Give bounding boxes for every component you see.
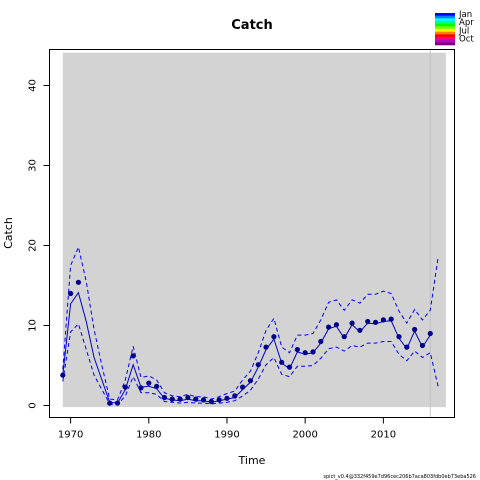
observed-catch-point: [286, 364, 293, 370]
legend-color-swatch: [435, 34, 455, 38]
observed-catch-point: [427, 330, 433, 337]
observed-catch-point: [138, 385, 144, 391]
y-tick-label: 40: [28, 79, 39, 92]
y-tick-label: 10: [28, 319, 39, 332]
observed-catch-point: [310, 349, 316, 355]
observed-catch-point: [200, 397, 207, 403]
observed-catch-point: [240, 384, 246, 390]
y-tick-label: 20: [28, 239, 39, 252]
observed-catch-point: [75, 279, 82, 285]
legend-color-swatch: [435, 37, 455, 40]
x-tick-label: 2000: [292, 430, 317, 441]
legend-color-swatch: [435, 15, 455, 19]
observed-catch-point: [294, 346, 300, 353]
legend-color-swatch: [435, 23, 455, 27]
observed-catch-point: [247, 378, 254, 384]
observed-catch-point: [114, 400, 121, 406]
y-axis: 0 10 20 30 40: [28, 79, 50, 409]
legend-color-swatch: [435, 31, 455, 35]
legend-entry: Apr: [459, 18, 474, 28]
legend-color-swatch: [435, 26, 455, 30]
legend-color-swatch: [435, 13, 455, 16]
legend-color-swatch: [435, 42, 455, 46]
observed-catch-point: [318, 338, 324, 345]
upper-ci-line: [62, 245, 439, 401]
observed-catch-point: [208, 398, 214, 405]
observed-catch-point: [177, 396, 183, 402]
observed-catch-point: [232, 393, 238, 399]
observed-catch-point: [396, 334, 402, 340]
x-tick-label: 1990: [214, 430, 239, 441]
legend-entry: Jul: [458, 26, 469, 36]
observed-catch-point: [412, 326, 418, 333]
observed-catch-point: [255, 362, 261, 368]
observed-catch-point: [130, 353, 136, 359]
observed-catch-point: [68, 290, 74, 297]
observed-catch-point: [107, 400, 113, 406]
observed-catch-point: [271, 334, 277, 340]
observed-catch-point: [60, 372, 66, 378]
legend-color-swatch: [435, 18, 455, 22]
observed-catch-point: [122, 384, 128, 390]
y-axis-label: Catch: [2, 217, 15, 249]
observed-catch-point: [341, 334, 347, 340]
observed-catch-point: [372, 319, 379, 325]
legend-color-swatch: [435, 29, 455, 32]
observed-catch-point: [404, 344, 410, 350]
y-tick-label: 30: [28, 159, 39, 172]
observed-catch-point: [224, 395, 230, 401]
observed-catch-point: [357, 327, 363, 333]
observed-catch-point: [216, 397, 222, 403]
legend-color-swatch: [435, 21, 455, 24]
observed-catch-point: [263, 344, 269, 350]
y-tick-label: 0: [28, 402, 39, 408]
x-axis-label: Time: [238, 454, 266, 467]
observed-catch-point: [333, 322, 340, 328]
observed-catch-point: [388, 316, 394, 322]
legend-entry: Oct: [459, 35, 474, 45]
observed-catch-point: [326, 324, 332, 330]
x-tick-label: 1980: [136, 430, 161, 441]
observed-catch-point: [169, 396, 175, 402]
observed-catch-point: [419, 342, 426, 349]
shaded-region: [62, 52, 446, 408]
observed-catch-point: [161, 394, 168, 401]
lower-ci-line: [62, 322, 439, 406]
x-axis: 1970 1980 1990 2000 2010: [58, 417, 396, 441]
observed-catch-point: [302, 350, 308, 356]
observed-catch-point: [146, 380, 152, 386]
x-tick-label: 1970: [58, 430, 83, 441]
observed-catch-point: [279, 359, 285, 365]
chart-title: Catch: [231, 18, 273, 33]
legend-color-swatch: [435, 39, 455, 43]
observed-catch-point: [365, 318, 371, 325]
observed-catch-point: [185, 394, 191, 401]
observed-catch-point: [349, 320, 355, 326]
observed-catch-point: [380, 317, 386, 323]
x-tick-label: 2010: [371, 430, 396, 441]
version-footnote: spict_v0.4@332f459e7d96cec206b7aca803fdb…: [323, 474, 476, 480]
legend-entry: Jan: [458, 10, 472, 20]
observed-catch-point: [154, 383, 160, 389]
observed-catch-point: [193, 396, 199, 402]
